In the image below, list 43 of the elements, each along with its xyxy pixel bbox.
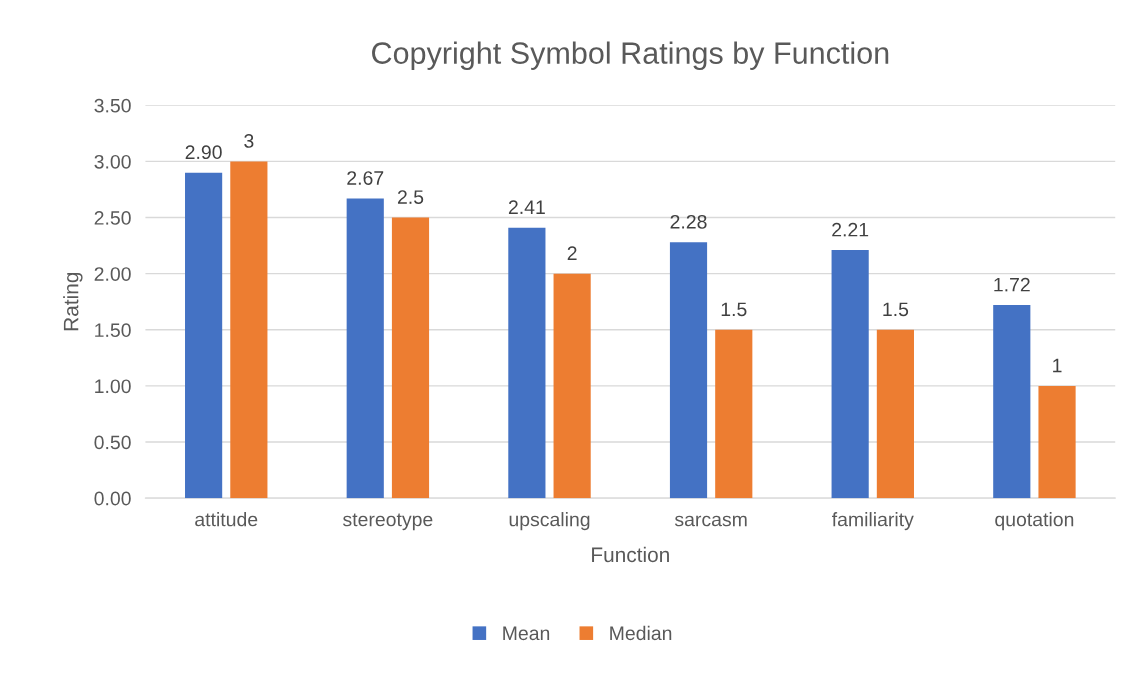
data-label: 1.5	[883, 302, 909, 317]
bar	[508, 227, 546, 499]
data-label: 2.41	[508, 200, 545, 214]
x-tick-label: familiarity	[832, 512, 914, 531]
bar	[185, 172, 223, 499]
bar	[669, 242, 708, 499]
y-tick-label: 1.00	[95, 379, 131, 394]
y-tick-label: 3.00	[94, 154, 131, 169]
data-label: 2.90	[185, 145, 222, 160]
y-tick-label: 1.50	[95, 323, 131, 338]
x-tick-label: attitude	[195, 512, 258, 527]
data-label: 1.72	[994, 277, 1030, 292]
bar	[230, 161, 268, 499]
data-label: 2.67	[347, 171, 384, 185]
chart-title: Copyright Symbol Ratings by Function	[372, 41, 889, 70]
y-tick-label: 3.50	[94, 98, 131, 113]
data-label: 2	[567, 246, 577, 260]
data-label: 3	[244, 134, 254, 148]
bar	[391, 217, 430, 499]
y-tick-label: 2.50	[94, 211, 131, 225]
x-tick-label: quotation	[995, 512, 1074, 531]
bar	[993, 305, 1031, 499]
bar	[553, 273, 591, 499]
data-label: 2.5	[397, 190, 424, 204]
x-tick-label: sarcasm	[674, 515, 747, 527]
data-label: 2.28	[670, 214, 707, 229]
y-tick-label: 0.00	[94, 491, 131, 506]
legend-label: Mean	[503, 626, 550, 641]
data-label: 2.21	[832, 222, 869, 237]
bar	[1038, 385, 1076, 499]
bar	[346, 198, 384, 499]
legend-label: Median	[610, 625, 672, 641]
y-tick-label: 2.00	[94, 267, 131, 281]
bar	[715, 329, 753, 499]
y-axis-title: Rating	[63, 272, 83, 331]
x-axis-title: Function	[592, 546, 669, 563]
bar	[831, 250, 869, 499]
y-tick-label: 0.50	[94, 435, 131, 450]
x-tick-label: upscaling	[509, 512, 590, 531]
data-label: 1	[1053, 358, 1062, 373]
x-tick-label: stereotype	[343, 513, 433, 531]
data-label: 1.5	[721, 302, 747, 317]
bar	[876, 329, 914, 499]
